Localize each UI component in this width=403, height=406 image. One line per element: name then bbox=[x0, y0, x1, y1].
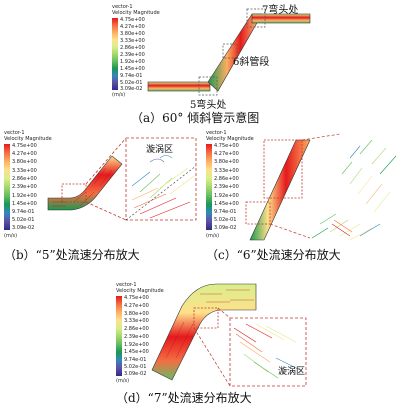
pipe-lower-horizontal bbox=[147, 81, 211, 92]
label-elbow5: 5弯头处 bbox=[190, 100, 227, 111]
elbow7-enlarged-view bbox=[229, 317, 307, 387]
incline6-zoom-box-upper bbox=[263, 139, 303, 199]
legend-colorbar bbox=[4, 144, 10, 230]
elbow5-zoom-box bbox=[61, 183, 87, 203]
panel-b: vector-1 Velocity Magnitude 4.75e+00 4.27… bbox=[0, 128, 200, 262]
legend-title: vector-1 Velocity Magnitude bbox=[112, 4, 160, 16]
caption-d: （d）“7”处流速分布放大 bbox=[116, 391, 252, 405]
caption-b: （b）“5”处流速分布放大 bbox=[4, 248, 140, 262]
panel-d: vector-1 Velocity Magnitude 4.75e+00 4.27… bbox=[0, 262, 403, 405]
inclined-pipe-diagram bbox=[147, 8, 311, 96]
vortex-label: 漩涡区 bbox=[278, 367, 306, 377]
label-elbow7: 7弯头处 bbox=[262, 5, 299, 16]
legend-colorbar bbox=[116, 296, 122, 376]
elbow5-box bbox=[198, 76, 218, 96]
legend-colorbar bbox=[206, 144, 212, 230]
vortex-arrows bbox=[131, 155, 195, 219]
legend-title: vector-1 Velocity Magnitude bbox=[206, 130, 254, 142]
vortex-arrows bbox=[233, 323, 301, 379]
incline6-flow bbox=[249, 139, 311, 241]
panel-c: vector-1 Velocity Magnitude 4.75e+00 4.27… bbox=[200, 128, 403, 262]
vortex-label: 漩涡区 bbox=[146, 145, 174, 155]
caption-c: （c）“6”处流速分布放大 bbox=[206, 248, 341, 262]
label-incline6: 6斜管段 bbox=[233, 57, 270, 68]
incline6-enlarged-vectors bbox=[311, 139, 397, 241]
elbow7-box bbox=[246, 8, 266, 28]
legend-title: vector-1 Velocity Magnitude bbox=[4, 130, 52, 142]
elbow7-zoom-box bbox=[193, 307, 219, 329]
elbow5-flow bbox=[47, 155, 123, 211]
incline6-box bbox=[222, 43, 238, 59]
caption-a: （a）60° 倾斜管示意图 bbox=[131, 111, 260, 125]
elbow7-velocity-field bbox=[151, 283, 307, 387]
panel-a: vector-1 Velocity Magnitude 4.75e+00 4.27… bbox=[0, 0, 403, 125]
pipe-upper-horizontal bbox=[251, 13, 311, 24]
incline6-velocity-field bbox=[245, 133, 397, 241]
legend-title: vector-1 Velocity Magnitude bbox=[116, 282, 164, 294]
legend-colorbar bbox=[112, 18, 118, 90]
incline6-zoom-box-lower bbox=[245, 201, 271, 225]
elbow5-velocity-field bbox=[47, 137, 197, 221]
elbow7-flow bbox=[151, 283, 257, 381]
